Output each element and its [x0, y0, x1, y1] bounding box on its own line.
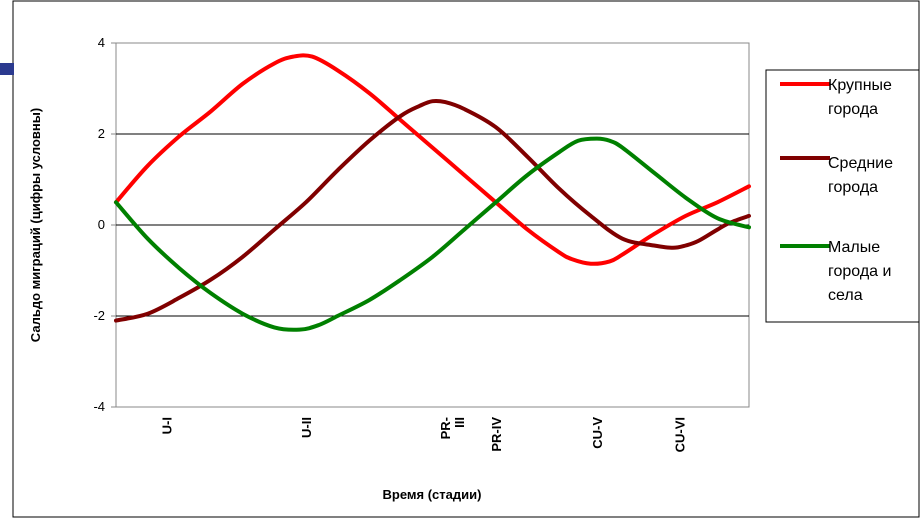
y-tick-label: 2 — [98, 126, 105, 141]
y-tick-label: 0 — [98, 217, 105, 232]
legend-label: города и — [828, 263, 891, 280]
legend-box — [765, 69, 920, 323]
x-stage-label-line: U-I — [160, 417, 175, 434]
legend-label: села — [828, 287, 863, 304]
x-stage-label: U-II — [299, 417, 314, 438]
series-lines — [114, 53, 751, 332]
x-stage-label-line: U-II — [299, 417, 314, 438]
x-stage-label-line: PR- — [438, 417, 453, 439]
x-stage-label: U-I — [160, 417, 175, 434]
x-axis-title: Время (стадии) — [383, 487, 482, 502]
series-line-2 — [114, 98, 751, 323]
series-line-1 — [114, 53, 751, 266]
y-axis-title: Сальдо миграций (цифры условны) — [28, 108, 43, 342]
x-stage-label: PR-III — [438, 417, 467, 439]
x-stage-label-line: CU-V — [590, 417, 605, 449]
legend: Крупные города Средние города Малые города и с… — [780, 77, 893, 304]
grid-lines — [116, 133, 749, 317]
series-line-3 — [114, 136, 751, 332]
y-tick-label: -4 — [93, 399, 105, 414]
legend-label: Крупные — [828, 77, 892, 94]
x-tick-labels: U-I U-II PR-III PR-IV CU-V CU-VI — [160, 417, 688, 453]
y-tick-label: 4 — [98, 35, 105, 50]
x-stage-label: PR-IV — [489, 417, 504, 452]
y-tick-labels: -4 -2 0 2 4 — [93, 35, 116, 414]
x-stage-label-line: III — [452, 417, 467, 428]
legend-label: города — [828, 179, 878, 196]
x-stage-label: CU-V — [590, 417, 605, 449]
x-stage-label-line: PR-IV — [489, 417, 504, 452]
x-stage-label: CU-VI — [672, 417, 687, 452]
y-tick-label: -2 — [93, 308, 105, 323]
slide-edge-marker — [0, 63, 14, 75]
legend-label: города — [828, 101, 878, 118]
legend-label: Средние — [828, 155, 893, 172]
legend-label: Малые — [828, 239, 880, 256]
x-stage-label-line: CU-VI — [672, 417, 687, 452]
